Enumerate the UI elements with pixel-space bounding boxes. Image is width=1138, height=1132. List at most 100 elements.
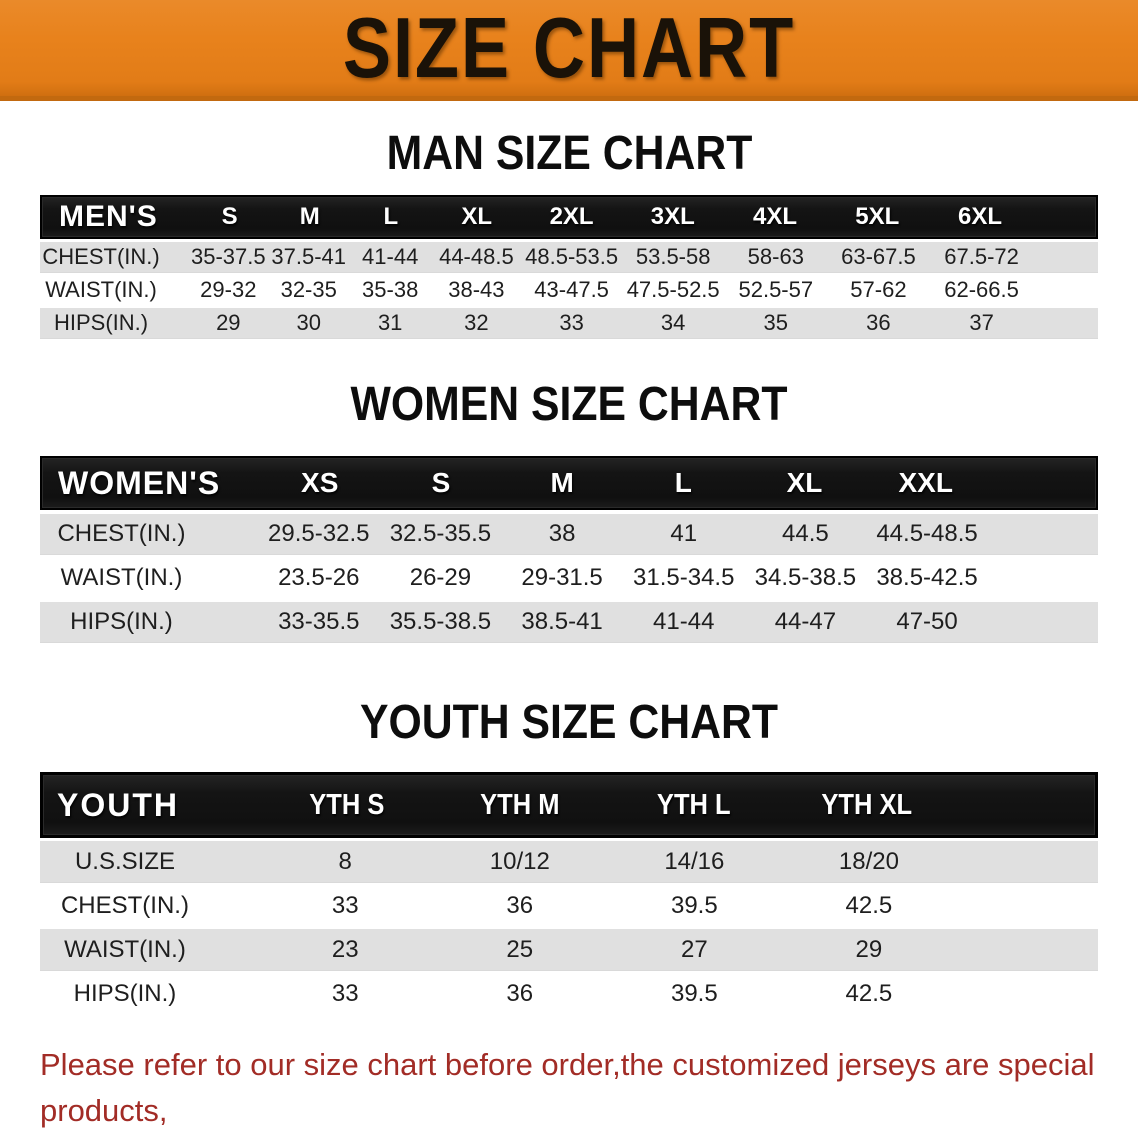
table-row: WAIST(IN.) 23 25 27 29 [40, 929, 1098, 970]
row-label: HIPS(IN.) [70, 608, 173, 635]
size-value: 32-35 [280, 277, 337, 302]
women-section-title: WOMEN SIZE CHART [350, 375, 788, 431]
size-value: 29 [216, 310, 241, 335]
men-table-title-cell: MEN'S [59, 200, 158, 233]
youth-section-title: YOUTH SIZE CHART [359, 693, 778, 749]
row-label: CHEST(IN.) [42, 244, 160, 269]
size-value: 57-62 [850, 277, 907, 302]
row-label: WAIST(IN.) [45, 277, 157, 302]
size-column-header: XXL [898, 467, 953, 498]
size-value: 58-63 [747, 244, 804, 269]
size-column-header: 3XL [650, 203, 695, 230]
size-value: 26-29 [409, 564, 472, 591]
size-value: 36 [866, 310, 891, 335]
size-value: 44-47 [774, 608, 837, 635]
row-label: CHEST(IN.) [60, 891, 189, 919]
row-label: WAIST(IN.) [60, 564, 183, 591]
size-column-header: XL [461, 203, 493, 230]
size-value: 36 [506, 891, 534, 919]
table-row: CHEST(IN.) 33 36 39.5 42.5 [40, 885, 1098, 926]
size-value: 43-47.5 [534, 277, 609, 302]
size-value: 67.5-72 [944, 244, 1019, 269]
table-row: CHEST(IN.) 35-37.5 37.5-41 41-44 44-48.5… [40, 242, 1098, 272]
size-value: 38-43 [448, 277, 505, 302]
size-value: 29-32 [200, 277, 257, 302]
size-value: 42.5 [845, 979, 893, 1007]
size-column-header: YTH S [308, 788, 385, 821]
size-value: 41-44 [362, 244, 419, 269]
size-column-header: YTH M [480, 788, 560, 821]
size-value: 23.5-26 [278, 564, 360, 591]
size-value: 39.5 [670, 979, 718, 1007]
size-value: 42.5 [845, 891, 893, 919]
size-column-header: M [299, 203, 320, 230]
size-column-header: 6XL [957, 203, 1002, 230]
size-value: 33 [331, 891, 359, 919]
size-column-header: L [383, 203, 399, 230]
size-value: 35.5-38.5 [389, 608, 492, 635]
row-label: HIPS(IN.) [73, 979, 177, 1007]
size-column-header: S [431, 467, 451, 498]
size-value: 32 [464, 310, 489, 335]
size-value: 41-44 [653, 608, 715, 635]
youth-table-title-cell: YOUTH [57, 786, 179, 823]
size-value: 18/20 [838, 847, 899, 875]
women-table-header-row: WOMEN'S XS S M L XL XXL [40, 456, 1098, 510]
men-table-header-row: MEN'S S M L XL 2XL 3XL 4XL 5XL 6XL [40, 195, 1098, 239]
size-value: 10/12 [489, 847, 550, 875]
size-value: 37 [969, 310, 994, 335]
size-value: 38.5-41 [521, 608, 603, 635]
size-value: 32.5-35.5 [389, 520, 492, 547]
size-value: 35 [763, 310, 789, 335]
size-value: 62-66.5 [944, 277, 1019, 302]
size-value: 31 [377, 310, 403, 335]
size-value: 47-50 [896, 608, 958, 635]
row-label: CHEST(IN.) [57, 520, 186, 547]
size-value: 30 [296, 310, 321, 335]
size-value: 35-38 [362, 277, 419, 302]
size-value: 47.5-52.5 [626, 277, 720, 302]
size-value: 35-37.5 [191, 244, 266, 269]
size-value: 29.5-32.5 [268, 520, 370, 547]
size-value: 14/16 [664, 847, 725, 875]
size-column-header: 4XL [752, 203, 797, 230]
size-value: 33 [331, 979, 359, 1007]
women-size-table: WOMEN'S XS S M L XL XXL CHEST(IN.) 29.5-… [40, 456, 1098, 642]
size-value: 36 [506, 979, 534, 1007]
size-column-header: XL [786, 467, 823, 498]
table-row: WAIST(IN.) 29-32 32-35 35-38 38-43 43-47… [40, 275, 1098, 305]
size-value: 44.5 [782, 520, 829, 547]
size-column-header: XS [301, 467, 339, 498]
table-row: HIPS(IN.) 33-35.5 35.5-38.5 38.5-41 41-4… [40, 602, 1098, 642]
size-value: 44.5-48.5 [876, 520, 978, 547]
women-table-title-cell: WOMEN'S [58, 464, 221, 501]
row-label: HIPS(IN.) [53, 310, 149, 335]
size-value: 31.5-34.5 [633, 564, 735, 591]
row-label: U.S.SIZE [74, 847, 175, 875]
size-value: 33 [559, 310, 584, 335]
size-column-header: S [221, 203, 238, 230]
size-column-header: YTH XL [821, 788, 913, 821]
banner: SIZE CHART [0, 0, 1138, 101]
table-row: CHEST(IN.) 29.5-32.5 32.5-35.5 38 41 44.… [40, 514, 1098, 554]
table-row: WAIST(IN.) 23.5-26 26-29 29-31.5 31.5-34… [40, 558, 1098, 598]
size-value: 33-35.5 [278, 608, 360, 635]
size-value: 8 [338, 847, 352, 875]
size-value: 53.5-58 [635, 244, 711, 269]
size-value: 44-48.5 [439, 244, 514, 269]
table-row: U.S.SIZE 8 10/12 14/16 18/20 [40, 841, 1098, 882]
size-column-header: 5XL [855, 203, 900, 230]
size-value: 34 [660, 310, 686, 335]
men-size-table: MEN'S S M L XL 2XL 3XL 4XL 5XL 6XL CHEST… [40, 195, 1098, 338]
youth-table-header-row: YOUTH YTH S YTH M YTH L YTH XL [40, 772, 1098, 838]
row-label: WAIST(IN.) [64, 935, 186, 963]
size-value: 29-31.5 [521, 564, 603, 591]
banner-title: SIZE CHART [342, 0, 796, 96]
disclaimer-line-1: Please refer to our size chart before or… [40, 1047, 1095, 1128]
size-value: 63-67.5 [841, 244, 916, 269]
size-value: 48.5-53.5 [525, 244, 619, 269]
size-value: 38.5-42.5 [876, 564, 978, 591]
men-section-title: MAN SIZE CHART [386, 124, 752, 180]
size-column-header: YTH L [656, 788, 731, 821]
